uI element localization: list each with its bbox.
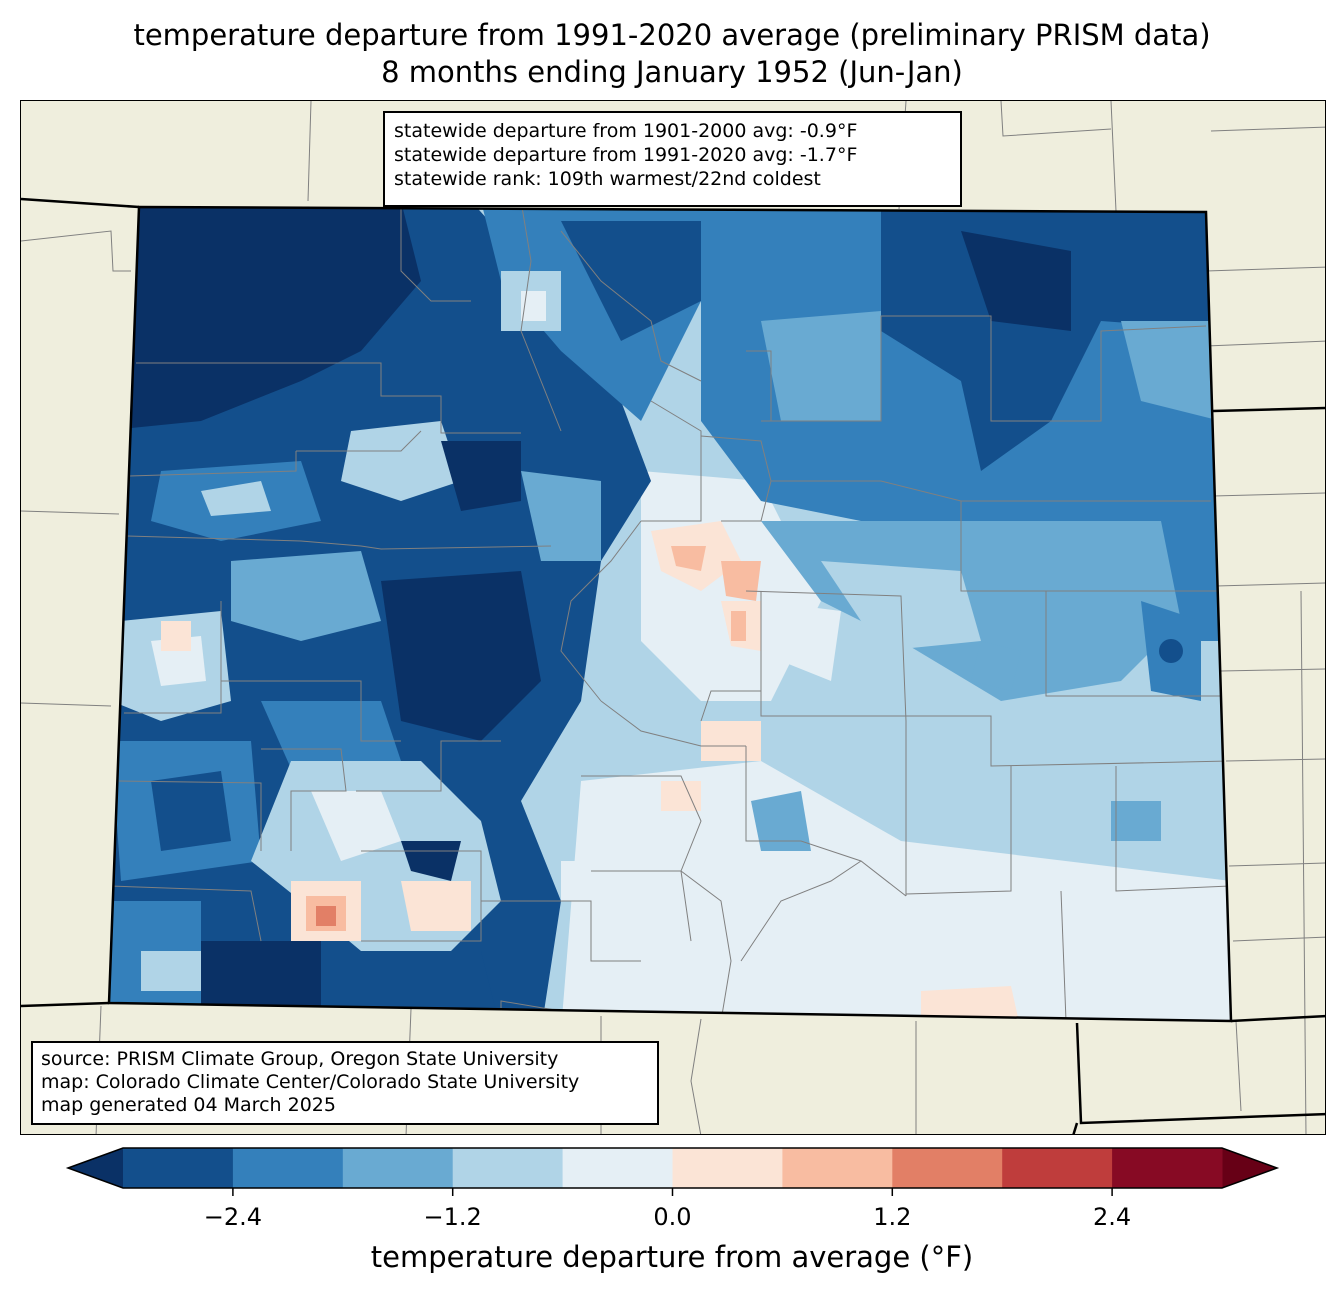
- source-line-prism: source: PRISM Climate Group, Oregon Stat…: [41, 1048, 559, 1070]
- stats-line-1991-2020: statewide departure from 1991-2020 avg: …: [394, 144, 858, 166]
- colorado-border: [107, 205, 1233, 1023]
- colorado-map: [21, 101, 1325, 1134]
- colorbar-tick-label: 2.4: [1093, 1203, 1131, 1231]
- map-title: temperature departure from 1991-2020 ave…: [133, 18, 1211, 52]
- statewide-stats-box: statewide departure from 1901-2000 avg: …: [383, 111, 962, 207]
- neighbor-state-borders: [21, 197, 1325, 1134]
- temperature-field: [109, 207, 1231, 1021]
- colorbar-under-arrow: [68, 1148, 123, 1188]
- colorbar-segment: [562, 1148, 673, 1188]
- colorbar-segment: [123, 1148, 234, 1188]
- source-line-generated: map generated 04 March 2025: [41, 1094, 336, 1116]
- colorbar-tick-label: 0.0: [653, 1203, 691, 1231]
- colorbar-outline: [65, 1147, 1280, 1189]
- colorbar-segment: [672, 1148, 783, 1188]
- colorbar-label: temperature departure from average (°F): [370, 1240, 974, 1274]
- colorbar-tick-label: −2.4: [204, 1203, 262, 1231]
- source-line-map: map: Colorado Climate Center/Colorado St…: [41, 1071, 580, 1093]
- colorbar-segment: [1112, 1148, 1223, 1188]
- stats-line-rank: statewide rank: 109th warmest/22nd colde…: [394, 168, 821, 190]
- colorbar-tick-label: 1.2: [873, 1203, 911, 1231]
- colorbar-over-arrow: [1222, 1148, 1277, 1188]
- stats-line-1901-2000: statewide departure from 1901-2000 avg: …: [394, 120, 858, 142]
- colorbar: −2.4 −1.2 0.0 1.2 2.4: [65, 1147, 1280, 1231]
- source-box: source: PRISM Climate Group, Oregon Stat…: [31, 1041, 659, 1125]
- colorbar-segment: [1002, 1148, 1113, 1188]
- colorbar-segment: [232, 1148, 344, 1188]
- colorbar-segment: [892, 1148, 1003, 1188]
- map-frame: [20, 100, 1326, 1135]
- colorbar-segment: [452, 1148, 564, 1188]
- colorbar-tick-label: −1.2: [424, 1203, 482, 1231]
- colorbar-segment: [342, 1148, 454, 1188]
- colorbar-segment: [782, 1148, 893, 1188]
- map-subtitle: 8 months ending January 1952 (Jun-Jan): [381, 55, 963, 89]
- colorado-county-lines: [110, 207, 1231, 1021]
